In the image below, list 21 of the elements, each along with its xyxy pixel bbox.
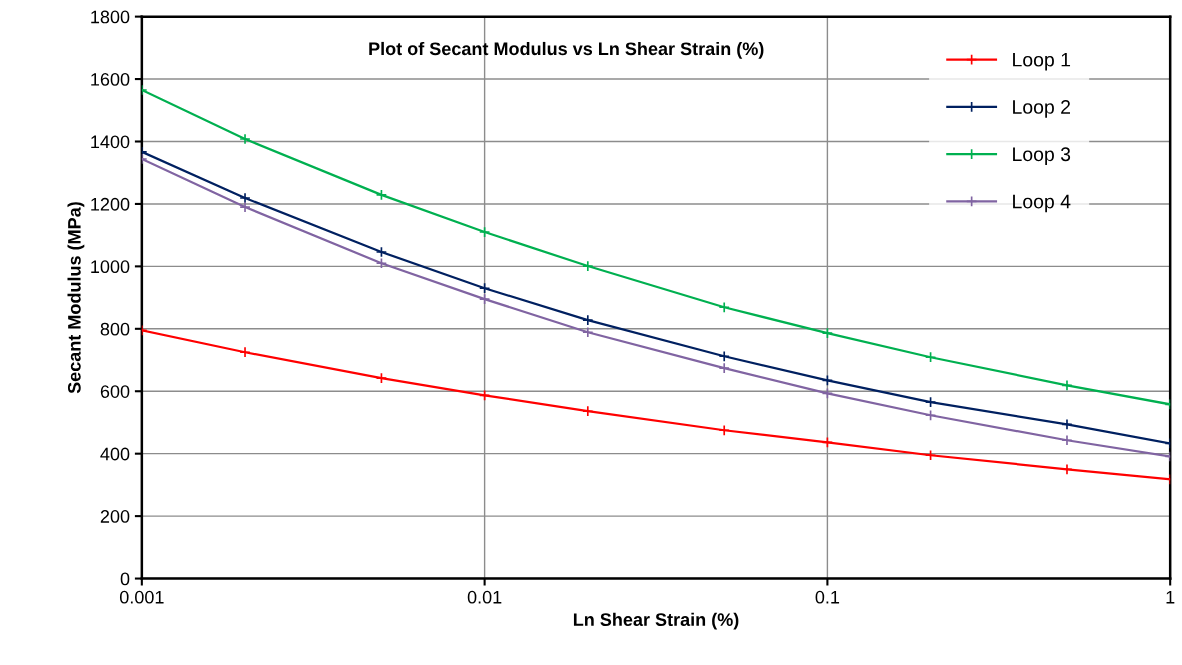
x-tick-label: 0.1 — [815, 590, 840, 604]
legend-label: Loop 3 — [1013, 147, 1071, 165]
y-tick-label: 600 — [100, 385, 130, 398]
y-tick-label: 1000 — [91, 260, 130, 274]
y-axis-title: Secant Modulus (MPa) — [67, 202, 85, 394]
y-tick-label: 1800 — [91, 10, 130, 24]
text: Plot of Secant Modulus vs Ln Shear Strain (%) — [369, 41, 764, 59]
x-axis-title: Ln Shear Strain (%) — [573, 612, 739, 630]
legend-label: Loop 4 — [1013, 194, 1071, 213]
y-tick-label: 0 — [120, 572, 130, 586]
legend-label: Loop 2 — [1013, 100, 1070, 118]
x-tick-label: 0.001 — [119, 590, 164, 604]
y-tick-label: 1400 — [91, 135, 130, 149]
y-tick-label: 1600 — [91, 73, 130, 86]
x-tick-label: 1 — [1166, 591, 1175, 604]
y-tick-label: 1200 — [91, 197, 130, 211]
y-tick-label: 800 — [100, 322, 130, 336]
y-tick-label: 400 — [100, 447, 130, 461]
legend-label: Loop 1 — [1013, 52, 1071, 71]
x-tick-label: 0.01 — [467, 590, 502, 604]
y-tick-label: 200 — [100, 510, 130, 523]
